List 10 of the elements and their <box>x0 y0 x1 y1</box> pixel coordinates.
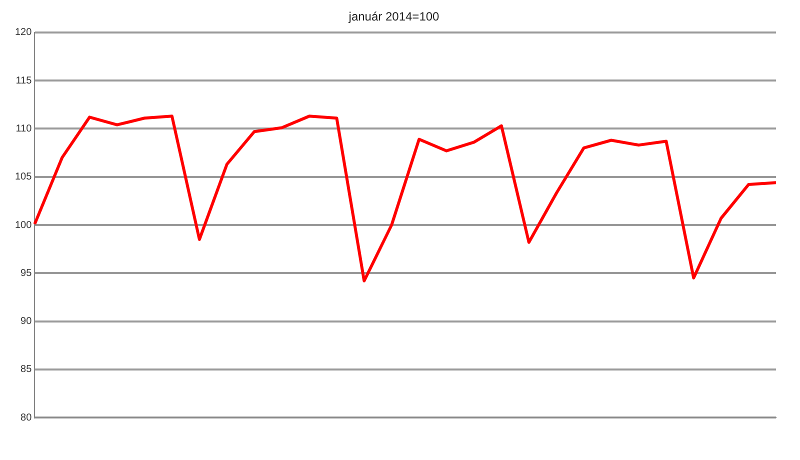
y-tick-label: 110 <box>16 123 32 134</box>
y-tick-label: 95 <box>20 268 32 279</box>
y-tick-label: 105 <box>14 172 32 183</box>
y-tick-label: 90 <box>20 316 32 328</box>
chart-title: január 2014=100 <box>348 10 440 24</box>
y-tick-label: 100 <box>14 220 32 231</box>
y-tick-label: 80 <box>20 412 32 424</box>
y-tick-label: 115 <box>16 75 32 86</box>
y-tick-label: 120 <box>14 27 32 38</box>
y-tick-label: 85 <box>20 364 32 376</box>
